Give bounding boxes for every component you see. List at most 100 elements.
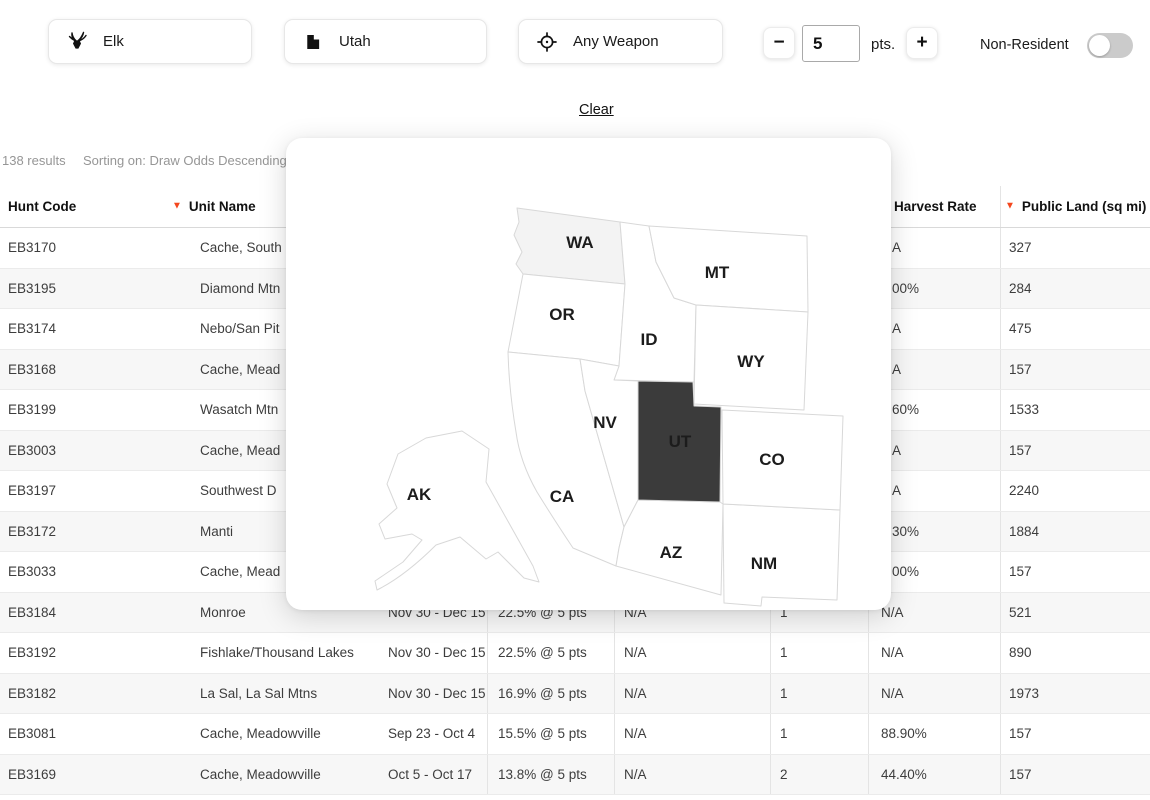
cell-hunt-code: EB3170	[8, 240, 57, 256]
toggle-knob-icon	[1089, 35, 1110, 56]
cell-hunt-code: EB3192	[8, 645, 57, 661]
weapon-filter-button[interactable]: Any Weapon	[518, 19, 723, 64]
results-count: 138 results	[2, 153, 66, 168]
state-az[interactable]	[615, 499, 724, 596]
cell-public-land: 1884	[1000, 511, 1150, 551]
cell-unit-name: Nebo/San Pit	[200, 321, 280, 337]
cell-unit-name: Monroe	[200, 604, 246, 620]
cell-season: Nov 30 - Dec 15	[388, 685, 486, 701]
clear-filters-link[interactable]: Clear	[579, 102, 614, 118]
cell-public-land: 157	[1000, 349, 1150, 389]
cell-unit-name: Wasatch Mtn	[200, 402, 279, 418]
state-or[interactable]	[507, 273, 626, 367]
cell-harvest-rate: 88.90%	[868, 714, 1000, 754]
state-map-modal: AK WA OR CA ID MT WY NV AZ NM CO UT	[286, 138, 891, 610]
cell-public-land: 157	[1000, 430, 1150, 470]
cell-unit-name: Manti	[200, 523, 234, 539]
cell-col-5: N/A	[614, 633, 770, 673]
cell-hunt-code: EB3081	[8, 726, 57, 742]
cell-col-6: 2	[770, 754, 868, 794]
cell-unit-name: La Sal, La Sal Mtns	[200, 685, 318, 701]
cell-unit-name: Southwest D	[200, 483, 277, 499]
cell-season: Sep 23 - Oct 4	[388, 726, 476, 742]
state-wa[interactable]	[513, 207, 626, 285]
points-plus-button[interactable]: +	[906, 27, 938, 59]
cell-col-5: N/A	[614, 673, 770, 713]
state-filter-label: Utah	[339, 33, 371, 50]
species-filter-button[interactable]: Elk	[48, 19, 252, 64]
cell-public-land: 2240	[1000, 471, 1150, 511]
cell-hunt-code: EB3003	[8, 442, 57, 458]
cell-hunt-code: EB3195	[8, 280, 57, 296]
state-co[interactable]	[721, 409, 844, 511]
cell-public-land: 890	[1000, 633, 1150, 673]
utah-state-icon	[301, 30, 325, 54]
cell-hunt-code: EB3169	[8, 766, 57, 782]
cell-col-6: 1	[770, 633, 868, 673]
cell-harvest-rate: N/A	[868, 673, 1000, 713]
elk-icon	[65, 30, 89, 54]
cell-unit-name: Cache, Meadowville	[200, 766, 321, 782]
cell-col-6: 1	[770, 592, 868, 632]
column-header-label: Public Land (sq mi)	[1021, 199, 1147, 214]
cell-hunt-code: EB3184	[8, 604, 57, 620]
cell-col-6: 1	[770, 714, 868, 754]
state-filter-button[interactable]: Utah	[284, 19, 487, 64]
table-row[interactable]: EB3184 Monroe Nov 30 - Dec 15 22.5% @ 5 pts…	[0, 592, 1150, 633]
cell-unit-name: Cache, Mead	[200, 564, 281, 580]
cell-draw-odds: 15.5% @ 5 pts	[487, 714, 614, 754]
sorting-status: Sorting on: Draw Odds Descending	[83, 153, 287, 168]
cell-season: Oct 5 - Oct 17	[388, 766, 473, 782]
state-ut[interactable]	[637, 380, 722, 503]
cell-public-land: 1533	[1000, 390, 1150, 430]
cell-hunt-code: EB3199	[8, 402, 57, 418]
cell-unit-name: Cache, Mead	[200, 361, 281, 377]
cell-hunt-code: EB3174	[8, 321, 57, 337]
cell-unit-name: Fishlake/Thousand Lakes	[200, 645, 354, 661]
crosshair-icon	[535, 30, 559, 54]
cell-col-5: N/A	[614, 714, 770, 754]
sort-desc-icon: ▼	[172, 200, 182, 212]
cell-unit-name: Diamond Mtn	[200, 280, 281, 296]
column-header-label: Harvest Rate	[894, 199, 977, 214]
column-header-hunt-code[interactable]: Hunt Code	[0, 186, 170, 227]
cell-hunt-code: EB3182	[8, 685, 57, 701]
cell-public-land: 327	[1000, 228, 1150, 268]
cell-unit-name: Cache, Mead	[200, 442, 281, 458]
non-resident-toggle[interactable]	[1087, 33, 1133, 58]
column-header-label: Hunt Code	[8, 199, 77, 214]
sort-desc-icon: ▼	[1005, 200, 1015, 212]
table-row[interactable]: EB3169 Cache, Meadowville Oct 5 - Oct 17 13…	[0, 754, 1150, 795]
cell-harvest-rate: 44.40%	[868, 754, 1000, 794]
species-filter-label: Elk	[103, 33, 124, 50]
cell-public-land: 157	[1000, 714, 1150, 754]
cell-public-land: 475	[1000, 309, 1150, 349]
cell-public-land: 521	[1000, 592, 1150, 632]
cell-hunt-code: EB3033	[8, 564, 57, 580]
table-row[interactable]: EB3081 Cache, Meadowville Sep 23 - Oct 4 15…	[0, 714, 1150, 755]
cell-hunt-code: EB3172	[8, 523, 57, 539]
cell-public-land: 157	[1000, 754, 1150, 794]
cell-harvest-rate: N/A	[868, 592, 1000, 632]
cell-hunt-code: EB3168	[8, 361, 57, 377]
points-minus-button[interactable]: −	[763, 27, 795, 59]
cell-hunt-code: EB3197	[8, 483, 57, 499]
non-resident-label: Non-Resident	[980, 37, 1069, 53]
cell-harvest-rate: N/A	[868, 633, 1000, 673]
column-header-public-land[interactable]: ▼ Public Land (sq mi)	[1000, 186, 1150, 227]
state-ak[interactable]	[374, 430, 540, 591]
state-ca[interactable]	[507, 351, 625, 567]
points-input[interactable]: 5	[802, 25, 860, 62]
cell-public-land: 157	[1000, 552, 1150, 592]
state-wy[interactable]	[693, 304, 809, 411]
table-row[interactable]: EB3182 La Sal, La Sal Mtns Nov 30 - Dec 15…	[0, 673, 1150, 714]
cell-unit-name: Cache, South	[200, 240, 282, 256]
column-header-unit-name[interactable]: ▼ Unit Name	[170, 186, 385, 227]
cell-public-land: 1973	[1000, 673, 1150, 713]
table-row[interactable]: EB3192 Fishlake/Thousand Lakes Nov 30 - De…	[0, 633, 1150, 674]
cell-unit-name: Cache, Meadowville	[200, 726, 321, 742]
cell-draw-odds: 16.9% @ 5 pts	[487, 673, 614, 713]
state-nm[interactable]	[722, 503, 841, 607]
